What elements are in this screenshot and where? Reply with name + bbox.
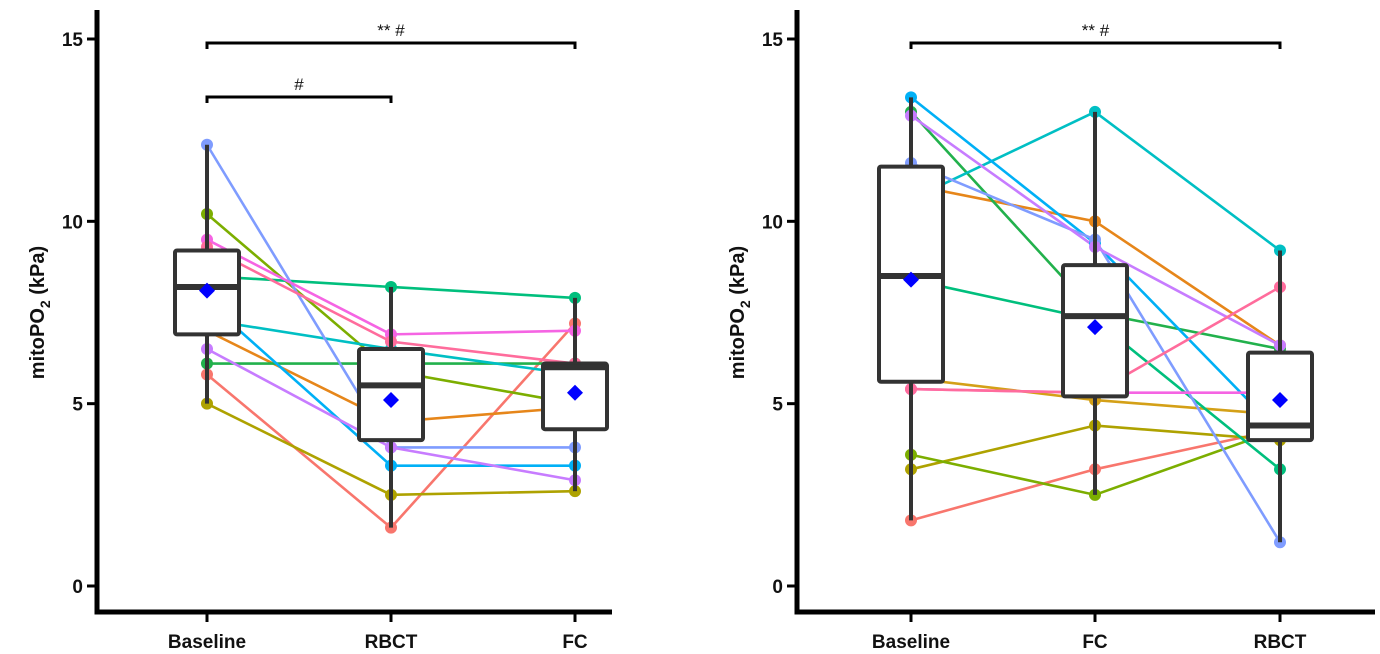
x-tick-label: FC [562, 632, 588, 653]
y-axis-label-main: mitoPO [727, 308, 749, 379]
x-tick-label: RBCT [365, 632, 418, 653]
x-tick-label: FC [1082, 632, 1108, 653]
mean-marker [567, 384, 583, 401]
y-tick-label: 10 [762, 212, 783, 233]
y-tick-label: 15 [62, 30, 84, 51]
y-tick-label: 0 [772, 577, 783, 598]
x-tick-label: Baseline [872, 632, 950, 653]
significance-bracket [205, 95, 393, 103]
right-panel: 0 5 10 15 Baseline FC RBCT mitoPO2 (kPa) ** # [727, 10, 1375, 653]
significance-label: # [294, 75, 304, 94]
y-tick-label: 10 [62, 212, 83, 233]
subject-point [1274, 244, 1286, 257]
mean-marker [1272, 392, 1288, 409]
y-axis-label: mitoPO2 (kPa) [727, 246, 753, 379]
mean-marker [199, 282, 215, 299]
x-tick-label: RBCT [1254, 632, 1307, 653]
y-axis-label-unit: (kPa) [27, 246, 49, 300]
y-tick-label: 15 [762, 30, 784, 51]
significance-bracket [205, 41, 577, 49]
significance-bracket [909, 41, 1282, 49]
left-panel: 0 5 10 15 Baseline RBCT FC mitoPO2 (kPa) # ** # [27, 10, 612, 653]
y-axis-label-unit: (kPa) [727, 246, 749, 300]
y-axis-label-subscript: 2 [737, 300, 753, 308]
y-axis-label-subscript: 2 [37, 300, 53, 308]
significance-label: ** # [377, 21, 405, 40]
y-tick-label: 5 [772, 395, 783, 416]
y-axis-label-main: mitoPO [27, 308, 49, 379]
y-tick-label: 0 [72, 577, 83, 598]
mean-marker [383, 392, 399, 409]
y-axis-label: mitoPO2 (kPa) [27, 246, 53, 379]
x-tick-label: Baseline [168, 632, 246, 653]
mean-marker [903, 271, 919, 288]
significance-label: ** # [1082, 21, 1110, 40]
y-tick-label: 5 [72, 395, 83, 416]
mean-marker [1087, 319, 1103, 336]
